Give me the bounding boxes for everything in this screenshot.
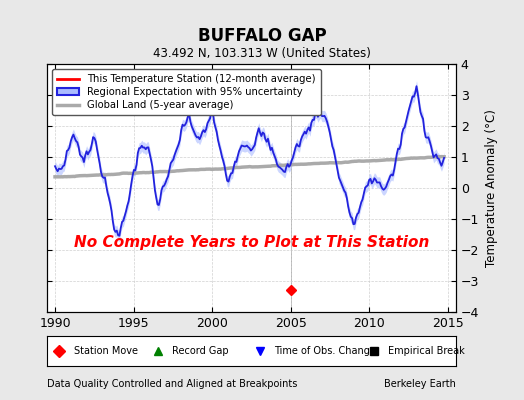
Legend: This Temperature Station (12-month average), Regional Expectation with 95% uncer: This Temperature Station (12-month avera…: [52, 69, 321, 115]
Text: BUFFALO GAP: BUFFALO GAP: [198, 27, 326, 45]
Text: Record Gap: Record Gap: [172, 346, 228, 356]
Text: 43.492 N, 103.313 W (United States): 43.492 N, 103.313 W (United States): [153, 48, 371, 60]
Text: Station Move: Station Move: [74, 346, 138, 356]
Text: Berkeley Earth: Berkeley Earth: [384, 379, 456, 389]
Text: No Complete Years to Plot at This Station: No Complete Years to Plot at This Statio…: [74, 235, 429, 250]
Text: Data Quality Controlled and Aligned at Breakpoints: Data Quality Controlled and Aligned at B…: [47, 379, 298, 389]
Text: Empirical Break: Empirical Break: [388, 346, 465, 356]
Text: Time of Obs. Change: Time of Obs. Change: [274, 346, 376, 356]
Y-axis label: Temperature Anomaly (°C): Temperature Anomaly (°C): [485, 109, 498, 267]
